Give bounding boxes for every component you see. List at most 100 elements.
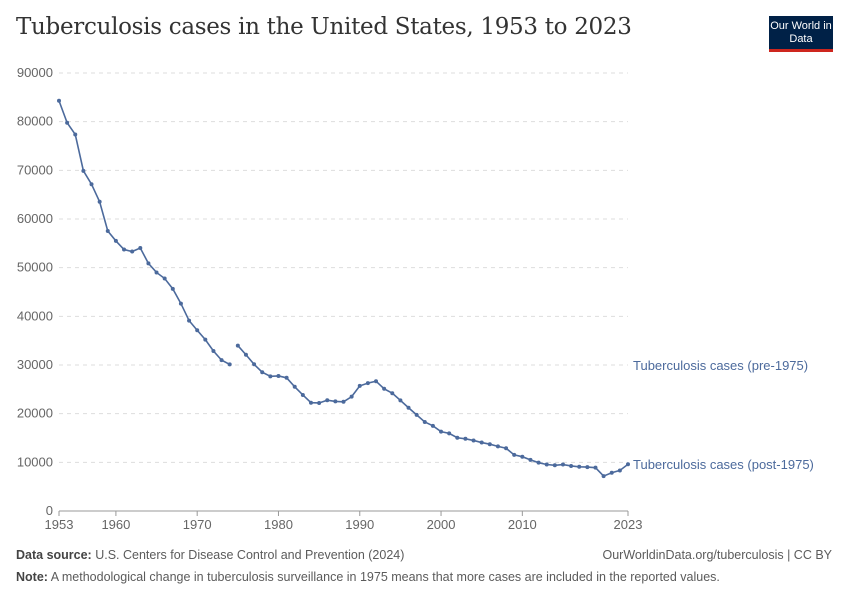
data-point [73, 132, 78, 137]
data-point [268, 374, 273, 379]
y-tick-label: 30000 [17, 357, 53, 372]
x-tick-label: 1953 [45, 517, 74, 532]
y-tick-label: 70000 [17, 162, 53, 177]
x-tick-label: 1990 [345, 517, 374, 532]
data-point [219, 358, 224, 363]
data-point [195, 328, 200, 333]
data-point [178, 301, 183, 306]
data-point [609, 470, 614, 475]
data-point [455, 435, 460, 440]
data-point [203, 337, 208, 342]
series-line [237, 345, 629, 478]
data-point [317, 400, 322, 405]
data-point [276, 373, 281, 378]
data-point [447, 431, 452, 436]
data-point [162, 276, 167, 281]
data-point [552, 463, 557, 468]
data-point [430, 423, 435, 428]
y-tick-label: 80000 [17, 114, 53, 129]
data-point [284, 375, 289, 380]
data-point [138, 245, 143, 250]
data-point [487, 442, 492, 447]
data-point [512, 452, 517, 457]
data-point [65, 120, 70, 125]
data-point [528, 457, 533, 462]
data-source: Data source: U.S. Centers for Disease Co… [16, 548, 405, 562]
data-point [495, 444, 500, 449]
data-point [398, 398, 403, 403]
series-line [58, 100, 231, 366]
data-point [439, 429, 444, 434]
data-point [89, 182, 94, 187]
data-point [243, 352, 248, 357]
y-tick-label: 90000 [17, 65, 53, 80]
data-point [300, 392, 305, 397]
x-tick-label: 2010 [508, 517, 537, 532]
data-point [626, 462, 630, 467]
x-tick-label: 1970 [183, 517, 212, 532]
source-url[interactable]: OurWorldinData.org/tuberculosis | CC BY [602, 548, 833, 562]
data-point [341, 399, 346, 404]
data-point [422, 420, 427, 425]
data-point [292, 384, 297, 389]
data-point [463, 436, 468, 441]
data-point [146, 261, 151, 266]
data-point [260, 370, 265, 375]
data-point [569, 463, 574, 468]
data-point [227, 362, 232, 367]
y-tick-label: 0 [46, 503, 53, 518]
x-tick-label: 2023 [614, 517, 643, 532]
data-point [187, 318, 192, 323]
data-point [81, 168, 86, 173]
y-tick-label: 10000 [17, 454, 53, 469]
data-point [308, 400, 313, 405]
data-point [593, 465, 598, 470]
data-point [154, 270, 159, 275]
data-point [170, 286, 175, 291]
data-point [252, 362, 257, 367]
y-tick-label: 50000 [17, 260, 53, 275]
data-point [382, 386, 387, 391]
owid-logo[interactable]: Our World in Data [769, 16, 833, 52]
y-tick-label: 60000 [17, 211, 53, 226]
data-point [374, 379, 379, 384]
series-label: Tuberculosis cases (post-1975) [633, 457, 814, 472]
data-point [349, 394, 354, 399]
y-tick-label: 40000 [17, 308, 53, 323]
data-point [97, 199, 102, 204]
data-point [365, 381, 370, 386]
data-point [406, 405, 411, 410]
data-point [504, 446, 509, 451]
data-point [471, 438, 476, 443]
data-point [357, 383, 362, 388]
data-point [130, 249, 135, 254]
x-tick-label: 1980 [264, 517, 293, 532]
data-point [536, 460, 541, 465]
chart-note: Note: A methodological change in tubercu… [16, 570, 720, 584]
series-label: Tuberculosis cases (pre-1975) [633, 358, 808, 373]
data-point [325, 398, 330, 403]
y-tick-label: 20000 [17, 406, 53, 421]
x-tick-label: 1960 [101, 517, 130, 532]
data-point [57, 98, 61, 103]
data-point [601, 474, 606, 479]
data-point [577, 464, 582, 469]
data-point [617, 468, 622, 473]
data-point [390, 391, 395, 396]
data-point [122, 247, 127, 252]
data-point [105, 228, 110, 233]
x-tick-label: 2000 [427, 517, 456, 532]
data-point [211, 348, 216, 353]
data-point [585, 465, 590, 470]
data-point [520, 454, 525, 459]
data-point [414, 412, 419, 417]
data-point [113, 238, 118, 243]
data-point [333, 399, 338, 404]
data-point [479, 440, 484, 445]
chart-title: Tuberculosis cases in the United States,… [16, 14, 632, 40]
data-point [560, 462, 565, 467]
data-point [235, 343, 240, 348]
data-point [544, 462, 549, 467]
